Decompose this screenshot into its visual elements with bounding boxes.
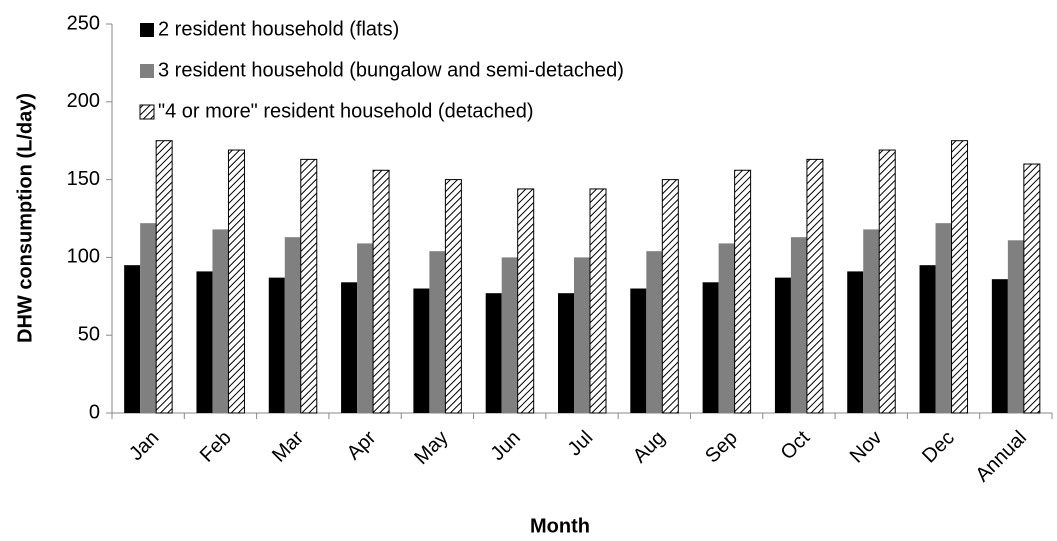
bar	[196, 271, 213, 413]
bar	[227, 149, 245, 414]
bar	[630, 288, 647, 413]
bar	[806, 158, 824, 414]
bar	[1007, 240, 1024, 413]
legend-swatch	[140, 23, 154, 37]
bar	[284, 237, 301, 413]
x-tick-label: Apr	[343, 426, 381, 464]
bar	[357, 243, 374, 413]
x-tick-label: Jun	[487, 427, 525, 465]
x-tick-label: Sep	[701, 427, 742, 468]
bar	[951, 140, 969, 414]
x-tick-label: Oct	[777, 426, 815, 464]
bar	[558, 293, 574, 413]
bar	[372, 169, 390, 414]
bar	[268, 277, 285, 413]
legend-label: 2 resident household (flats)	[158, 18, 399, 40]
bar	[734, 169, 752, 414]
x-tick-label: Nov	[846, 427, 887, 468]
bar	[774, 277, 791, 413]
bar	[1023, 163, 1041, 414]
x-tick-label: Annual	[972, 427, 1032, 487]
bar	[124, 265, 141, 413]
bar	[517, 188, 535, 414]
bar	[847, 271, 864, 413]
bar	[589, 188, 607, 414]
y-tick-label: 100	[67, 246, 100, 268]
bar	[863, 229, 880, 413]
x-axis-title: Month	[530, 515, 590, 537]
legend-swatch	[139, 104, 155, 120]
legend-label: 3 resident household (bungalow and semi-…	[158, 59, 624, 81]
y-tick-label: 250	[67, 12, 100, 34]
bar	[444, 179, 462, 414]
x-tick-label: Feb	[196, 427, 236, 467]
x-tick-label: Jan	[125, 427, 163, 465]
bar	[790, 237, 807, 413]
bar	[878, 149, 896, 414]
bar	[300, 158, 318, 414]
bar	[991, 279, 1008, 413]
y-axis-title: DHW consumption (L/day)	[14, 93, 36, 343]
y-tick-label: 200	[67, 90, 100, 112]
bar	[212, 229, 229, 413]
x-tick-label: Aug	[629, 427, 670, 468]
legend-label: "4 or more" resident household (detached…	[158, 100, 534, 122]
legend-swatch	[140, 64, 154, 78]
bar	[919, 265, 936, 413]
x-tick-label: Mar	[268, 426, 308, 466]
bar	[429, 251, 446, 413]
bar	[646, 251, 663, 413]
bar	[501, 257, 518, 413]
bar	[155, 140, 173, 414]
y-tick-label: 0	[89, 401, 100, 423]
x-tick-label: May	[410, 427, 452, 469]
x-tick-label: Dec	[918, 427, 959, 468]
y-tick-label: 50	[78, 323, 100, 345]
x-tick-label: Jul	[564, 427, 598, 461]
bar	[718, 243, 735, 413]
bar	[702, 282, 719, 413]
bar	[485, 293, 502, 413]
bar	[935, 223, 952, 413]
bar	[574, 257, 590, 413]
bar	[413, 288, 430, 413]
bar	[661, 179, 679, 414]
y-tick-label: 150	[67, 168, 100, 190]
bar	[341, 282, 358, 413]
bar	[140, 223, 157, 413]
